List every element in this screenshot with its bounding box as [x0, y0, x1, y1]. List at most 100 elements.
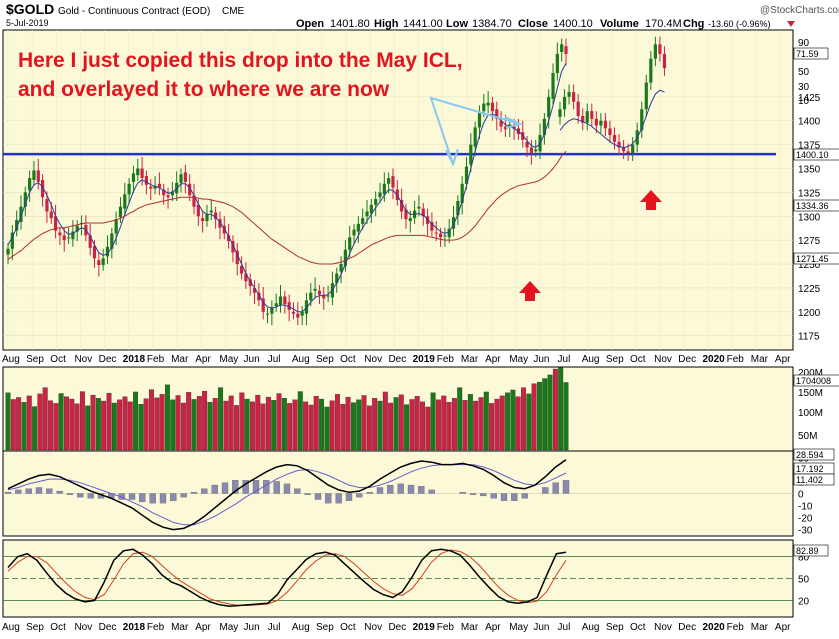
volume-bar: [515, 396, 521, 451]
candle-body: [252, 287, 257, 293]
macd-histogram-bar: [562, 480, 570, 494]
overlay-candle-body: [644, 82, 648, 110]
macd-histogram-bar: [428, 489, 435, 494]
x-tick-label: Dec: [388, 354, 406, 365]
candle-body: [162, 189, 166, 196]
volume-bar: [499, 395, 505, 451]
volume-bar: [127, 401, 133, 451]
value-tag: 11.402: [796, 475, 823, 485]
candle-body: [183, 172, 187, 182]
x-tick-label: Aug: [2, 354, 20, 365]
candle-body: [447, 228, 451, 238]
candle-body: [105, 246, 110, 257]
candle-body: [218, 219, 222, 228]
candle-body: [62, 235, 66, 241]
volume-bar: [5, 392, 11, 451]
macd-tick-label: -20: [798, 514, 813, 525]
candle-body: [495, 109, 499, 119]
macd-histogram-bar: [56, 490, 63, 494]
price-tick-label: 1200: [798, 308, 821, 319]
volume-bar: [366, 405, 372, 451]
svg-text:Volume: Volume: [600, 18, 639, 30]
volume-bar: [297, 391, 303, 451]
volume-bar: [483, 391, 489, 451]
volume-bar: [467, 394, 473, 451]
volume-bar: [303, 401, 309, 451]
value-tag-box: [793, 148, 839, 161]
candle-body: [438, 233, 443, 238]
exchange: CME: [222, 6, 245, 17]
volume-bar: [234, 405, 239, 451]
svg-text:Chg: Chg: [683, 18, 704, 30]
volume-bar: [510, 389, 516, 451]
x-tick-label-bottom: Oct: [630, 622, 646, 633]
value-tag-box: [793, 374, 839, 387]
volume-bar: [32, 406, 38, 451]
candle-body: [352, 229, 356, 236]
svg-text:Low: Low: [446, 18, 468, 30]
x-tick-label-bottom: Dec: [678, 622, 696, 633]
overlay-candle-body: [599, 120, 603, 126]
overlay-candle-body: [585, 111, 589, 123]
x-tick-label: Apr: [485, 354, 501, 365]
volume-bar: [223, 400, 229, 451]
candle-body: [209, 210, 213, 213]
macd-histogram-bar: [356, 493, 363, 498]
down-triangle-icon: [787, 21, 795, 27]
volume-bar: [345, 396, 351, 451]
candle-body: [564, 46, 568, 54]
x-tick-label: Nov: [74, 354, 92, 365]
candle-body: [417, 206, 421, 209]
x-tick-label-bottom: Aug: [582, 622, 600, 633]
overlay-candle-body: [640, 109, 644, 131]
candle-body: [365, 211, 369, 217]
macd-histogram-bar: [221, 482, 229, 494]
volume-bar: [425, 406, 431, 451]
macd-histogram-bar: [480, 493, 487, 497]
macd-histogram-bar: [159, 493, 167, 504]
candle-body: [374, 199, 378, 205]
svg-text:1400.10: 1400.10: [553, 18, 593, 30]
candle-body: [244, 273, 248, 282]
candle-body: [473, 127, 477, 147]
candle-body: [343, 249, 347, 266]
x-tick-label: Mar: [461, 354, 479, 365]
volume-bar: [388, 402, 394, 451]
candle-body: [170, 191, 174, 196]
volume-bar: [276, 393, 282, 451]
volume-bar: [244, 398, 250, 451]
candle-body: [542, 118, 546, 136]
candle-body: [123, 194, 127, 209]
ma-long-line: [7, 150, 567, 265]
volume-bar: [10, 399, 16, 451]
candle-body: [166, 195, 170, 198]
up-arrow-icon: [640, 190, 662, 210]
candle-body: [23, 192, 27, 207]
candle-body: [127, 183, 131, 195]
macd-histogram-bar: [376, 487, 384, 494]
macd-histogram-bar: [335, 493, 342, 504]
candle-body: [425, 216, 430, 224]
overlay-candle-body: [562, 96, 567, 110]
volume-bar: [382, 391, 388, 451]
x-tick-label-bottom: Sep: [606, 622, 624, 633]
volume-tick-label: 100M: [798, 408, 823, 419]
candle-body: [19, 206, 23, 222]
candle-body: [32, 170, 36, 180]
candle-body: [196, 204, 200, 217]
candle-body: [378, 192, 382, 198]
overlay-candle-body: [558, 109, 562, 117]
macd-histogram-bar: [273, 481, 280, 494]
arrow-head-icon: [504, 116, 523, 129]
symbol: $GOLD: [6, 1, 54, 17]
macd-histogram-bar: [397, 483, 404, 494]
x-tick-label-bottom: Jul: [268, 622, 281, 633]
candle-body: [521, 132, 525, 140]
volume-bar: [356, 399, 362, 451]
x-tick-label-bottom: Feb: [437, 622, 455, 633]
macd-histogram-bar: [521, 493, 528, 499]
candle-body: [71, 231, 75, 240]
candle-body: [486, 102, 490, 106]
x-tick-label: Sep: [26, 354, 44, 365]
volume-bar: [218, 387, 224, 451]
